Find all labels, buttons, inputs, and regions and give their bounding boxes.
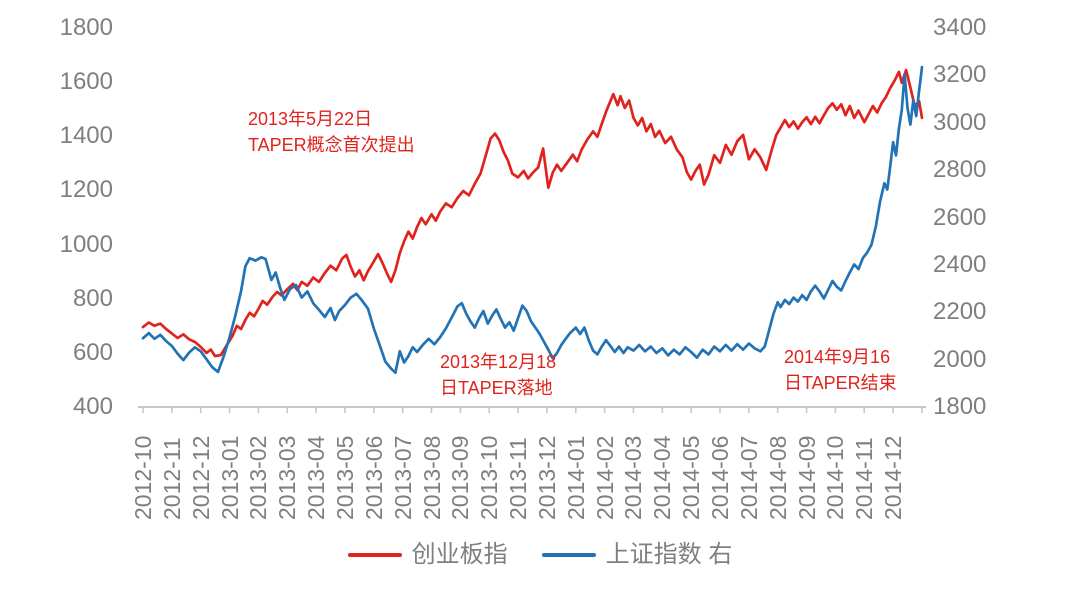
x-axis-label: 2013-09 (447, 435, 474, 520)
y-axis-left-label: 1600 (59, 68, 113, 96)
x-axis-label: 2013-06 (360, 435, 387, 520)
annotation-line: 2013年5月22日 (248, 109, 373, 129)
annotation-line: 日TAPER落地 (440, 378, 553, 398)
x-axis-label: 2013-12 (533, 435, 560, 520)
y-axis-right-label: 2800 (933, 156, 987, 184)
annotation-line: 日TAPER结束 (784, 373, 897, 393)
legend-label: 创业板指 (411, 541, 508, 568)
annotation-line: 2013年12月18 (440, 352, 557, 372)
legend-item-1: 上证指数 右 (541, 541, 733, 569)
x-axis-label: 2012-12 (187, 435, 214, 520)
y-axis-left-label: 600 (72, 338, 113, 366)
x-axis-label: 2012-10 (130, 435, 156, 520)
x-axis-label: 2013-03 (274, 435, 301, 520)
x-axis-label: 2014-09 (793, 435, 820, 520)
annotation-line: TAPER概念首次提出 (248, 135, 415, 155)
x-axis-label: 2014-11 (851, 437, 878, 520)
y-axis-right-label: 2000 (933, 345, 987, 373)
x-axis-label: 2014-06 (707, 435, 733, 520)
y-axis-left-label: 800 (72, 284, 113, 312)
annotation-line: 2014年9月16 (784, 347, 891, 367)
annotation-1: 2013年12月18 日TAPER落地 (440, 349, 556, 401)
x-axis-label: 2013-04 (303, 435, 330, 520)
x-axis-label: 2013-05 (331, 435, 358, 520)
y-axis-right-label: 1800 (933, 393, 987, 420)
y-axis-left-label: 1400 (59, 122, 113, 150)
y-axis-left-label: 1800 (59, 14, 113, 41)
x-axis-label: 2013-01 (216, 435, 243, 520)
legend: 创业板指 上证指数 右 (0, 541, 1080, 569)
x-axis-label: 2014-08 (764, 435, 791, 520)
legend-item-0: 创业板指 (347, 541, 508, 569)
x-axis-label: 2014-02 (591, 435, 618, 520)
y-axis-left-label: 1200 (59, 176, 113, 204)
annotation-0: 2013年5月22日 TAPER概念首次提出 (248, 106, 415, 158)
y-axis-left-label: 1000 (59, 230, 113, 258)
legend-swatch (541, 553, 596, 557)
y-axis-right-label: 3200 (933, 61, 987, 89)
x-axis-label: 2014-03 (620, 435, 647, 520)
x-axis-label: 2013-07 (389, 435, 416, 520)
x-axis-label: 2013-10 (476, 435, 503, 520)
y-axis-right-label: 2600 (933, 203, 987, 231)
x-axis-label: 2013-08 (418, 435, 445, 520)
x-axis-label: 2014-01 (562, 435, 589, 520)
x-axis-label: 2014-12 (880, 435, 907, 520)
legend-label: 上证指数 右 (605, 541, 733, 568)
y-axis-right-label: 3000 (933, 108, 987, 136)
annotation-2: 2014年9月16 日TAPER结束 (784, 344, 897, 396)
x-axis-label: 2013-11 (505, 437, 532, 520)
y-axis-right-label: 2200 (933, 298, 987, 326)
x-axis-label: 2014-05 (678, 435, 705, 520)
y-axis-right-label: 3400 (933, 14, 987, 41)
x-axis-label: 2012-11 (158, 437, 185, 520)
x-axis-label: 2014-07 (735, 435, 762, 520)
x-axis-label: 2014-10 (822, 435, 849, 520)
series-line-1 (141, 65, 924, 375)
y-axis-left-label: 400 (72, 393, 113, 420)
legend-swatch (347, 553, 402, 557)
x-axis-label: 2013-02 (245, 435, 272, 520)
x-axis-label: 2014-04 (649, 435, 676, 520)
y-axis-right-label: 2400 (933, 250, 987, 278)
